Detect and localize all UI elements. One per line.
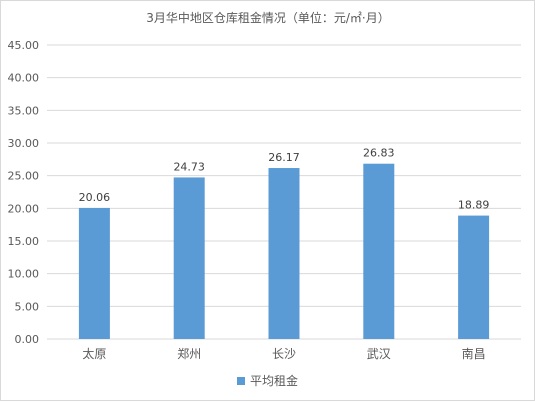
legend-swatch <box>237 377 245 385</box>
y-tick-label: 0.00 <box>15 333 40 346</box>
bar <box>78 207 110 339</box>
legend: 平均租金 <box>237 373 298 388</box>
chart-title: 3月华中地区仓库租金情况（单位：元/㎡·月） <box>146 10 390 25</box>
y-tick-label: 45.00 <box>8 39 40 52</box>
y-tick-label: 20.00 <box>8 202 40 215</box>
y-tick-label: 40.00 <box>8 72 40 85</box>
data-label: 20.06 <box>79 191 111 204</box>
bars <box>78 163 490 339</box>
y-tick-label: 25.00 <box>8 170 40 183</box>
y-tick-label: 10.00 <box>8 268 40 281</box>
y-tick-label: 35.00 <box>8 104 40 117</box>
y-tick-label: 5.00 <box>15 300 40 313</box>
bar <box>173 177 205 339</box>
x-tick-label: 太原 <box>82 346 106 361</box>
legend-label: 平均租金 <box>250 373 298 388</box>
y-axis-tick-labels: 0.00 5.00 10.00 15.00 20.00 25.00 30.00 35.00 40… <box>8 39 40 346</box>
bar <box>363 163 395 339</box>
x-tick-label: 南昌 <box>462 346 486 361</box>
bar <box>268 168 300 339</box>
data-label: 18.89 <box>458 199 490 212</box>
x-tick-label: 武汉 <box>367 347 391 361</box>
x-axis-tick-labels: 太原 郑州 长沙 武汉 南昌 <box>82 346 485 361</box>
data-labels: 20.06 24.73 26.17 26.83 18.89 <box>79 147 490 212</box>
bar <box>458 215 490 339</box>
y-tick-label: 30.00 <box>8 137 40 150</box>
y-tick-label: 15.00 <box>8 235 40 248</box>
x-tick-label: 郑州 <box>177 346 201 361</box>
x-tick-label: 长沙 <box>272 347 296 361</box>
data-label: 26.17 <box>268 151 300 164</box>
data-label: 26.83 <box>363 147 395 160</box>
data-label: 24.73 <box>173 160 205 173</box>
